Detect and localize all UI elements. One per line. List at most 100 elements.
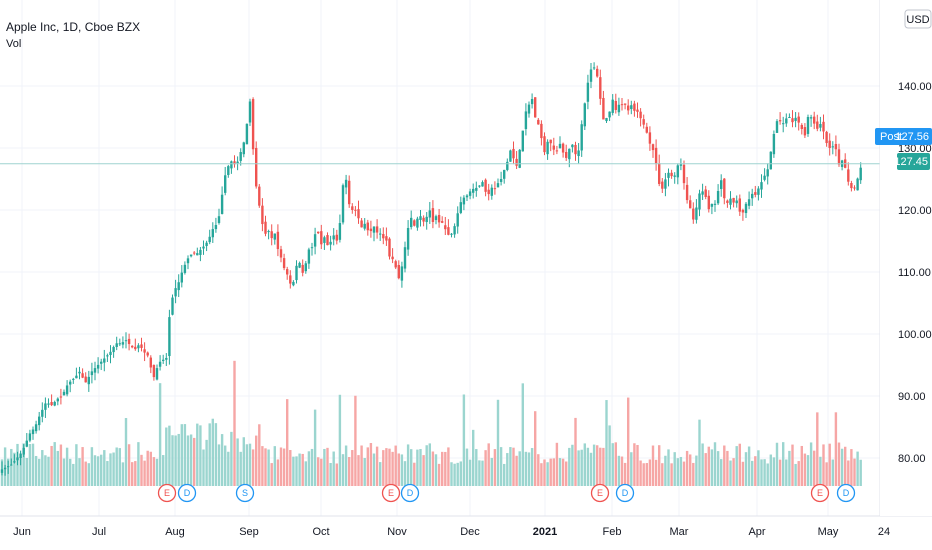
currency-button[interactable]: USD <box>904 9 932 29</box>
candle-body <box>202 246 205 249</box>
volume-bar <box>183 424 187 486</box>
event-marker-E[interactable]: E <box>381 483 401 503</box>
volume-bar <box>515 455 518 486</box>
event-marker-E[interactable]: E <box>157 483 177 503</box>
event-marker-E[interactable]: E <box>590 483 610 503</box>
volume-bar <box>555 442 559 486</box>
candle-body <box>437 214 441 223</box>
candle-body <box>320 231 323 245</box>
candle-body <box>434 216 438 221</box>
candle-body <box>93 368 97 373</box>
candle-body <box>676 165 679 178</box>
volume-bar <box>323 448 326 486</box>
volume-bar <box>84 461 87 486</box>
volume-bar <box>251 449 255 486</box>
event-marker-label: E <box>817 488 823 498</box>
candle-body <box>379 233 382 235</box>
volume-bar <box>304 461 307 486</box>
volume-bar <box>837 442 841 486</box>
candle-body <box>490 187 493 196</box>
x-tick-label: Dec <box>460 526 480 538</box>
candle-body <box>788 117 791 118</box>
volume-bar <box>568 447 571 486</box>
volume-bar <box>856 451 859 486</box>
volume-bar <box>313 409 317 486</box>
candle-body <box>168 317 171 357</box>
volume-bar <box>428 443 431 486</box>
candle-body <box>537 119 540 125</box>
candle-body <box>794 117 797 121</box>
volume-bar <box>592 444 596 486</box>
y-tick-label: 110.00 <box>898 267 931 279</box>
volume-bar <box>695 455 698 486</box>
indicator-label: Vol <box>6 38 21 50</box>
volume-bar <box>276 459 280 486</box>
event-marker-E[interactable]: E <box>810 483 830 503</box>
volume-bar <box>639 460 642 486</box>
event-marker-D[interactable]: D <box>615 483 635 503</box>
volume-bar <box>599 447 602 486</box>
candle-body <box>704 189 707 197</box>
volume-bar <box>744 452 748 486</box>
candle-body <box>658 163 661 184</box>
volume-bar <box>351 450 354 486</box>
volume-bar <box>397 453 400 486</box>
volume-bar <box>258 424 261 486</box>
volume-bar <box>292 456 295 486</box>
candle-body <box>636 109 639 112</box>
volume-bar <box>375 446 379 486</box>
volume-bar <box>115 447 118 486</box>
volume-bar <box>710 449 714 486</box>
candle-body <box>248 101 252 123</box>
volume-bar <box>81 447 84 486</box>
volume-bar <box>819 456 822 486</box>
volume-bar <box>208 423 211 486</box>
candle-body <box>286 269 289 275</box>
event-marker-D[interactable]: D <box>400 483 420 503</box>
y-tick-label: 100.00 <box>898 329 932 341</box>
candle-body <box>410 217 413 228</box>
candle-body <box>428 210 431 218</box>
candle-body <box>354 209 357 211</box>
volume-bar <box>620 456 624 486</box>
candle-body <box>775 121 779 133</box>
candle-body <box>608 111 611 118</box>
event-marker-label: S <box>242 488 248 498</box>
volume-bar <box>242 437 245 486</box>
event-marker-S[interactable]: S <box>235 483 255 503</box>
event-marker-D[interactable]: D <box>177 483 197 503</box>
candle-body <box>388 238 391 257</box>
volume-bar <box>211 418 214 486</box>
volume-bar <box>44 455 47 486</box>
volume-bar <box>379 462 382 486</box>
volume-bar <box>475 449 478 486</box>
volume-bar <box>732 458 735 486</box>
volume-bar <box>400 454 404 486</box>
candle-body <box>143 349 146 353</box>
volume-bar <box>62 458 66 486</box>
candle-body <box>499 179 503 182</box>
event-marker-D[interactable]: D <box>836 483 856 503</box>
x-tick-label: 2021 <box>533 526 557 538</box>
volume-bar <box>565 461 568 486</box>
volume-bar <box>571 444 574 486</box>
volume-bar <box>596 445 599 486</box>
volume-bar <box>689 454 692 486</box>
candle-body <box>462 197 466 205</box>
candle-body <box>38 416 41 426</box>
volume-bar <box>301 453 304 486</box>
candle-body <box>661 181 664 189</box>
volume-bar <box>707 446 710 486</box>
candle-body <box>282 258 286 269</box>
candle-body <box>121 342 125 345</box>
volume-bar <box>103 450 106 486</box>
event-marker-label: D <box>184 488 191 498</box>
candle-body <box>853 187 856 189</box>
volume-bar <box>859 459 862 486</box>
volume-bar <box>847 460 850 486</box>
volume-bar <box>403 461 407 486</box>
volume-bar <box>332 451 335 486</box>
x-tick-label: Jun <box>13 526 31 538</box>
